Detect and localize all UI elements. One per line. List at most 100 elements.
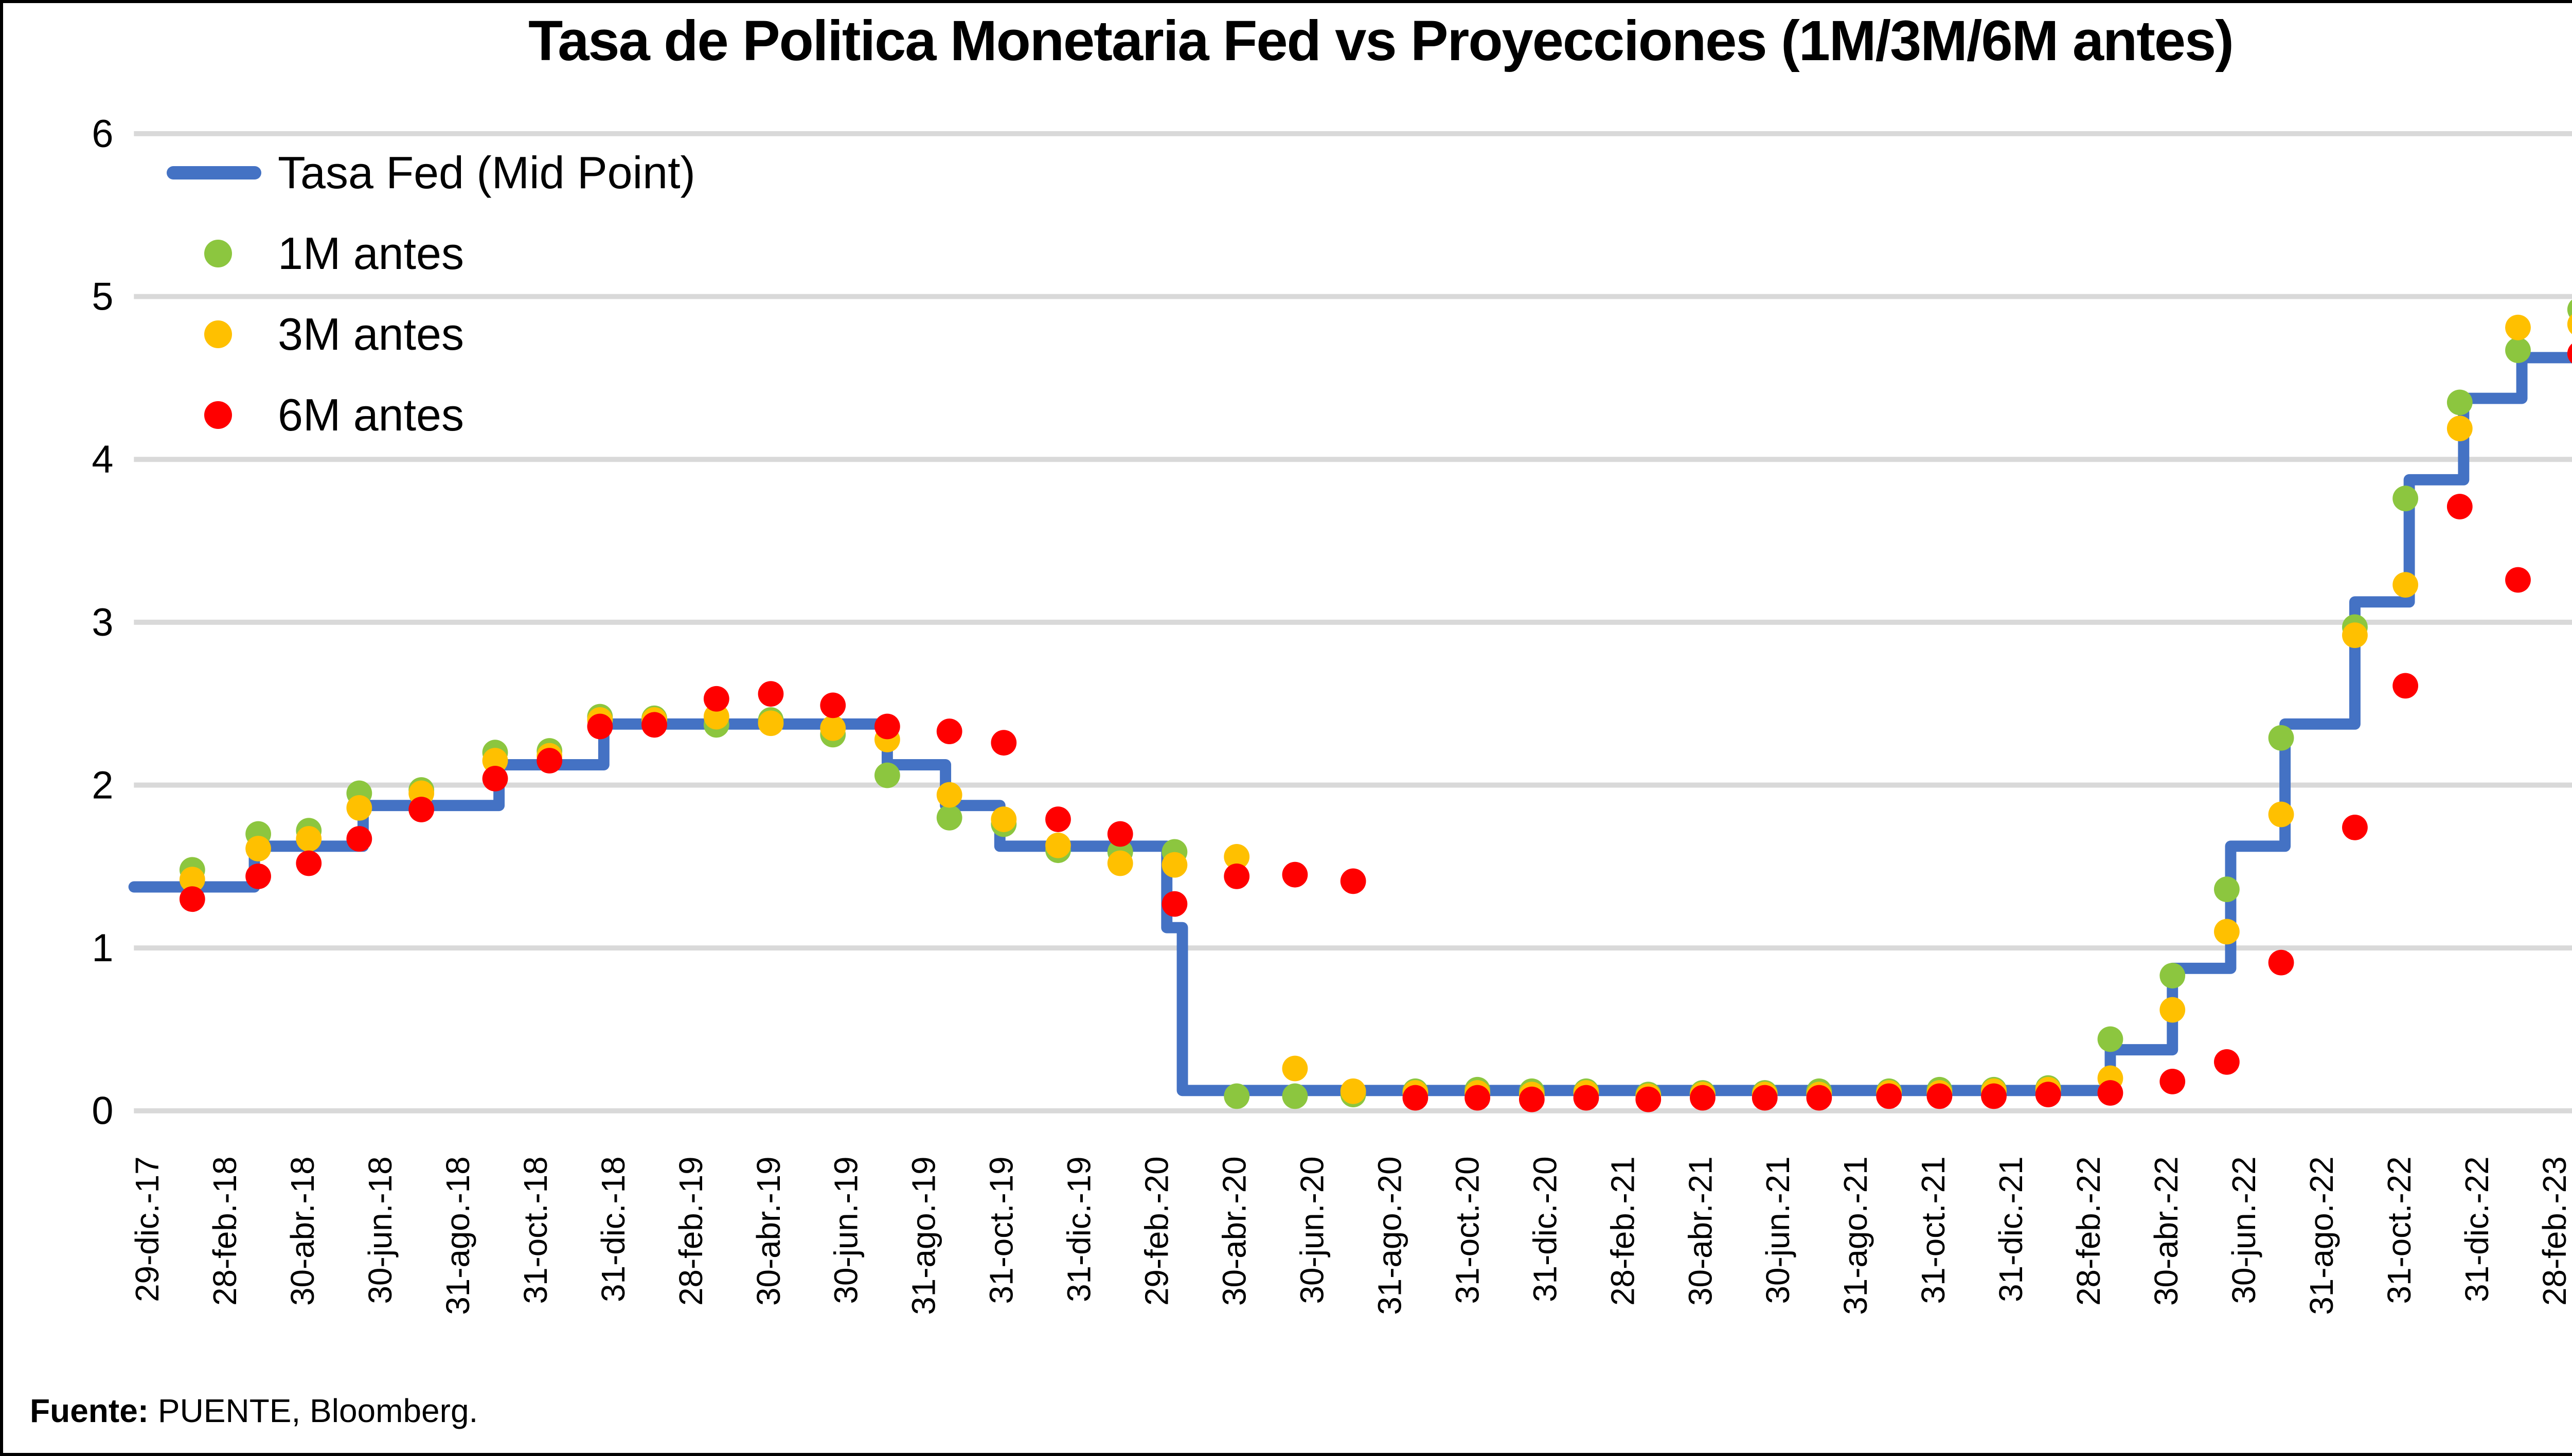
dot-6m-antes — [2159, 1068, 2186, 1094]
dot-3m-antes — [2268, 801, 2294, 828]
dot-6m-swatch-icon — [204, 401, 232, 429]
y-tick-label: 1 — [92, 926, 113, 970]
dot-3m-antes — [2446, 416, 2473, 441]
dot-3m-antes — [2505, 314, 2531, 340]
dot-3m-antes — [2392, 572, 2419, 598]
x-tick-label: 30-jun.-18 — [362, 1156, 399, 1304]
dot-6m-antes — [1224, 863, 1250, 889]
dot-3m-antes — [346, 795, 372, 821]
x-tick-label: 30-jun.-20 — [1293, 1156, 1330, 1304]
x-tick-label: 31-oct.-22 — [2381, 1156, 2418, 1304]
dot-1m-antes — [2097, 1026, 2123, 1052]
x-tick-label: 31-ago.-22 — [2303, 1156, 2340, 1315]
x-tick-label: 28-feb.-22 — [2070, 1156, 2107, 1305]
dot-6m-antes — [1926, 1083, 1953, 1109]
dot-6m-antes — [1045, 806, 1071, 832]
dot-3m-antes — [1340, 1078, 1366, 1104]
dot-6m-antes — [1981, 1083, 2007, 1109]
dot-3m-antes — [936, 782, 962, 808]
x-tick-label: 31-ago.-18 — [439, 1156, 476, 1315]
x-tick-label: 31-oct.-19 — [983, 1156, 1020, 1304]
dot-6m-antes — [820, 692, 846, 718]
legend-dot-1m-box — [167, 240, 270, 267]
dot-1m-antes — [1224, 1083, 1250, 1109]
x-tick-label: 30-abr.-19 — [750, 1156, 787, 1305]
dot-6m-antes — [641, 712, 667, 738]
source-note: Fuente: PUENTE, Bloomberg. — [30, 1392, 478, 1430]
x-tick-label: 31-ago.-21 — [1837, 1156, 1874, 1315]
source-label: Fuente: — [30, 1392, 149, 1429]
legend-label-6m-antes: 6M antes — [278, 389, 464, 440]
dot-6m-antes — [1876, 1083, 1902, 1109]
fed-line-swatch-icon — [167, 166, 261, 179]
dot-6m-antes — [245, 863, 271, 889]
dot-1m-antes — [2159, 963, 2186, 988]
x-tick-label: 31-oct.-18 — [517, 1156, 554, 1304]
dot-1m-antes — [1282, 1083, 1308, 1109]
legend-line-swatch-box — [167, 166, 270, 179]
dot-3m-antes — [1162, 852, 1188, 878]
y-tick-label: 0 — [92, 1089, 113, 1133]
dot-3m-antes — [758, 710, 784, 736]
dot-6m-antes — [703, 686, 729, 712]
dot-3m-antes — [296, 826, 322, 852]
dot-6m-antes — [758, 681, 784, 707]
dot-3m-antes — [703, 704, 729, 730]
dot-3m-antes — [2342, 622, 2368, 649]
y-tick-label: 2 — [92, 763, 113, 807]
dot-6m-antes — [2505, 567, 2531, 593]
dot-3m-antes — [991, 806, 1017, 832]
x-tick-label: 31-dic.-20 — [1526, 1156, 1563, 1302]
dot-6m-antes — [1806, 1085, 1832, 1111]
x-tick-label: 29-dic.-17 — [129, 1156, 166, 1302]
dot-3m-antes — [245, 836, 271, 861]
x-tick-label: 31-ago.-19 — [905, 1156, 942, 1315]
legend-dot-3m-box — [167, 320, 270, 348]
dot-6m-antes — [1573, 1085, 1599, 1111]
dot-6m-antes — [1635, 1086, 1662, 1112]
x-tick-label: 31-dic.-19 — [1061, 1156, 1098, 1302]
x-tick-label: 31-oct.-21 — [1915, 1156, 1952, 1304]
dot-6m-antes — [874, 713, 900, 740]
dot-3m-antes — [1045, 832, 1071, 858]
dot-6m-antes — [2097, 1080, 2123, 1106]
dot-6m-antes — [1107, 821, 1133, 847]
x-tick-label: 29-feb.-20 — [1138, 1156, 1175, 1305]
x-tick-label: 30-abr.-21 — [1682, 1156, 1719, 1305]
dot-1m-antes — [2567, 299, 2572, 320]
dot-1m-antes — [2268, 725, 2294, 751]
dot-3m-antes — [2567, 314, 2572, 334]
dot-6m-antes — [2392, 673, 2419, 699]
x-tick-label: 31-dic.-22 — [2458, 1156, 2495, 1302]
x-tick-label: 31-dic.-18 — [595, 1156, 632, 1302]
dot-6m-antes — [2268, 949, 2294, 976]
dot-3m-antes — [482, 748, 508, 774]
x-tick-label: 31-ago.-20 — [1371, 1156, 1408, 1315]
dot-6m-antes — [346, 826, 372, 852]
dot-6m-antes — [1752, 1085, 1778, 1111]
x-tick-label: 28-feb.-18 — [206, 1156, 243, 1305]
dot-3m-antes — [1107, 850, 1133, 876]
legend-dot-6m-box — [167, 401, 270, 429]
y-tick-label: 6 — [92, 112, 113, 156]
dot-6m-antes — [2446, 494, 2473, 519]
dot-3m-antes — [2159, 997, 2186, 1023]
legend-label-tasa-fed: Tasa Fed (Mid Point) — [278, 147, 695, 198]
dot-3m-swatch-icon — [204, 320, 232, 348]
dot-3m-antes — [820, 715, 846, 741]
y-tick-label: 5 — [92, 275, 113, 318]
dot-6m-antes — [1402, 1085, 1428, 1111]
dot-6m-antes — [991, 730, 1017, 756]
x-tick-label: 30-abr.-22 — [2148, 1156, 2185, 1305]
legend-item-6m-antes: 6M antes — [167, 387, 464, 443]
dot-6m-antes — [936, 718, 962, 744]
dot-6m-antes — [179, 886, 205, 912]
dot-6m-antes — [1282, 861, 1308, 888]
x-tick-label: 30-jun.-19 — [828, 1156, 865, 1304]
legend-item-tasa-fed: Tasa Fed (Mid Point) — [167, 145, 695, 201]
x-tick-label: 28-feb.-23 — [2536, 1156, 2572, 1305]
legend-label-3m-antes: 3M antes — [278, 309, 464, 359]
dot-3m-antes — [179, 867, 205, 893]
x-tick-label: 28-feb.-19 — [672, 1156, 709, 1305]
